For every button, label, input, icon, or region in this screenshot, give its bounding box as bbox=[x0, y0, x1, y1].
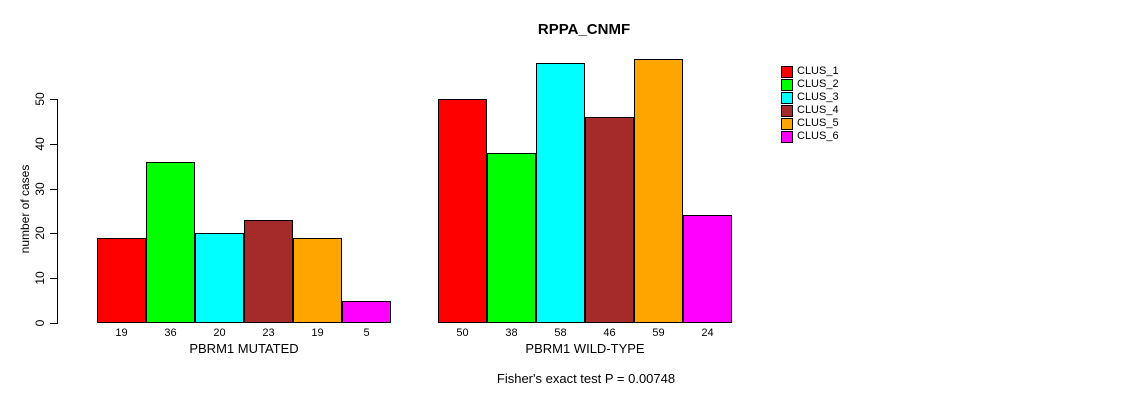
y-axis-tick-label: 30 bbox=[33, 182, 47, 196]
chart-title: RPPA_CNMF bbox=[537, 21, 631, 38]
legend: CLUS_1 CLUS_2 CLUS_3 CLUS_4 CLUS_5 CLUS_6 bbox=[781, 65, 839, 143]
bar-value-label: 50 bbox=[456, 327, 469, 339]
y-axis-tick-label: 0 bbox=[33, 319, 47, 327]
legend-swatch-icon bbox=[781, 91, 793, 104]
y-axis-tick bbox=[50, 278, 57, 279]
y-axis-tick bbox=[50, 233, 57, 234]
y-axis-tick bbox=[50, 189, 57, 190]
fisher-test-annotation: Fisher's exact test P = 0.00748 bbox=[496, 371, 676, 386]
bar-value-label: 46 bbox=[603, 327, 616, 339]
legend-swatch-icon bbox=[781, 78, 793, 91]
legend-label: CLUS_4 bbox=[797, 104, 839, 116]
legend-row: CLUS_1 bbox=[781, 65, 839, 78]
y-axis-tick bbox=[50, 144, 57, 145]
bar-clus_2-group1 bbox=[146, 162, 195, 323]
legend-row: CLUS_3 bbox=[781, 91, 839, 104]
bar-value-label: 5 bbox=[363, 327, 370, 339]
bar-clus_3-group1 bbox=[195, 233, 244, 323]
bar-clus_5-group2 bbox=[634, 59, 683, 323]
y-axis-tick-label: 50 bbox=[33, 92, 47, 106]
legend-label: CLUS_6 bbox=[797, 130, 839, 142]
bar-clus_3-group2 bbox=[536, 63, 585, 323]
legend-row: CLUS_6 bbox=[781, 130, 839, 143]
y-axis-tick bbox=[50, 323, 57, 324]
y-axis-tick-label: 40 bbox=[33, 137, 47, 151]
legend-label: CLUS_5 bbox=[797, 117, 839, 129]
legend-row: CLUS_2 bbox=[781, 78, 839, 91]
legend-row: CLUS_5 bbox=[781, 117, 839, 130]
y-axis-title: number of cases bbox=[18, 164, 32, 254]
y-axis-tick-label: 20 bbox=[33, 226, 47, 240]
y-axis-line bbox=[57, 99, 58, 324]
group-label: PBRM1 MUTATED bbox=[189, 341, 299, 356]
legend-row: CLUS_4 bbox=[781, 104, 839, 117]
bar-value-label: 38 bbox=[505, 327, 518, 339]
bar-clus_6-group1 bbox=[342, 301, 391, 323]
bar-clus_5-group1 bbox=[293, 238, 342, 323]
y-axis-tick bbox=[50, 99, 57, 100]
bar-value-label: 36 bbox=[164, 327, 177, 339]
group-label: PBRM1 WILD-TYPE bbox=[525, 341, 645, 356]
y-axis-tick-label: 10 bbox=[33, 271, 47, 285]
bar-clus_4-group2 bbox=[585, 117, 634, 323]
bar-value-label: 59 bbox=[652, 327, 665, 339]
bar-value-label: 23 bbox=[262, 327, 275, 339]
legend-label: CLUS_3 bbox=[797, 91, 839, 103]
bar-clus_2-group2 bbox=[487, 153, 536, 323]
bar-clus_4-group1 bbox=[244, 220, 293, 323]
legend-label: CLUS_2 bbox=[797, 78, 839, 90]
legend-label: CLUS_1 bbox=[797, 65, 839, 77]
bar-value-label: 19 bbox=[311, 327, 324, 339]
bar-clus_1-group2 bbox=[438, 99, 487, 323]
bar-value-label: 20 bbox=[213, 327, 226, 339]
legend-swatch-icon bbox=[781, 65, 793, 78]
legend-swatch-icon bbox=[781, 117, 793, 130]
legend-swatch-icon bbox=[781, 104, 793, 117]
bar-value-label: 58 bbox=[554, 327, 567, 339]
legend-swatch-icon bbox=[781, 130, 793, 143]
bar-value-label: 24 bbox=[701, 327, 714, 339]
bar-clus_1-group1 bbox=[97, 238, 146, 323]
bar-value-label: 19 bbox=[115, 327, 128, 339]
bar-clus_6-group2 bbox=[683, 215, 732, 323]
